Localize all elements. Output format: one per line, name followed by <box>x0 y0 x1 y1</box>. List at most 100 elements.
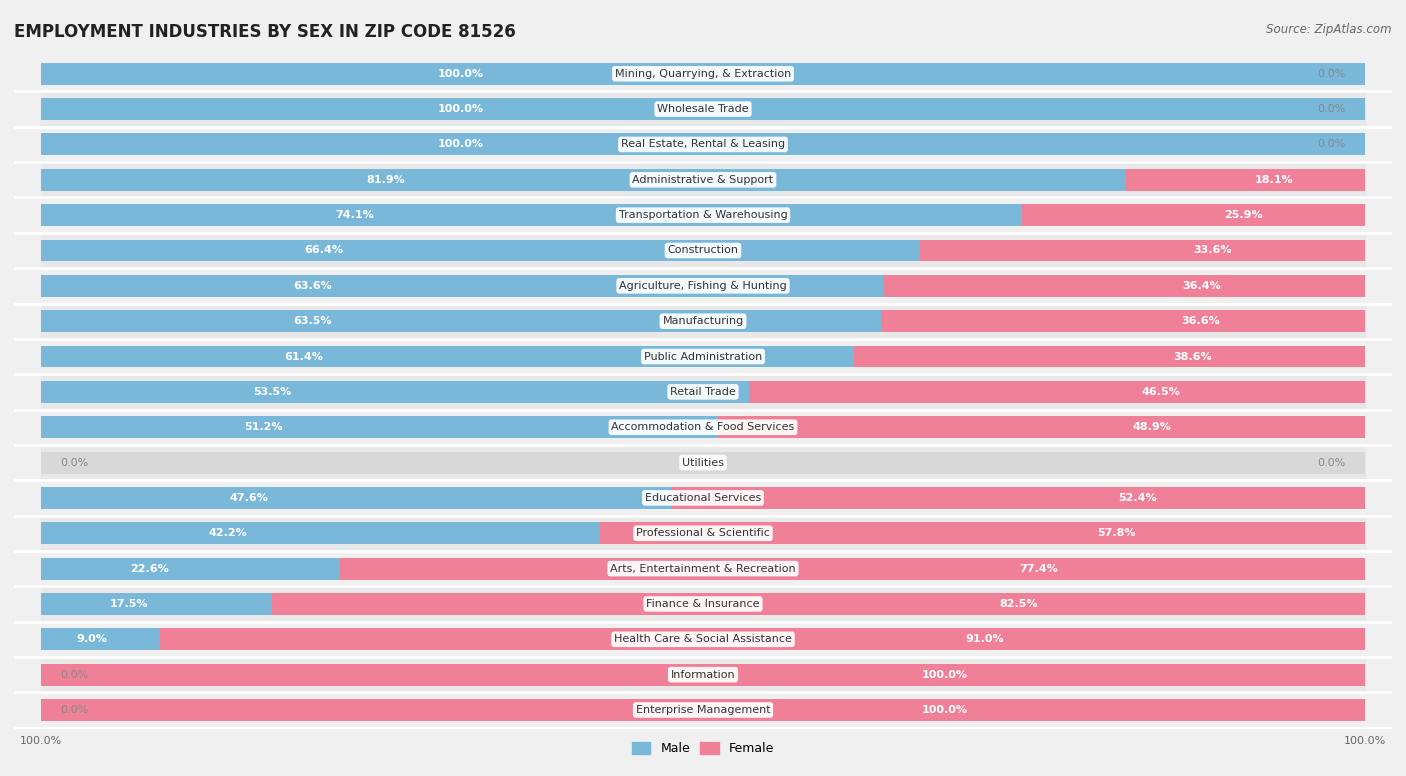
Text: 0.0%: 0.0% <box>1317 69 1346 78</box>
Bar <box>41 345 1365 368</box>
Bar <box>41 133 1365 155</box>
Bar <box>41 126 1365 162</box>
Text: Enterprise Management: Enterprise Management <box>636 705 770 715</box>
Bar <box>41 692 1365 728</box>
Bar <box>41 416 1365 438</box>
Bar <box>880 310 1365 332</box>
Bar <box>41 98 1365 120</box>
Bar <box>41 622 1365 657</box>
Bar <box>41 558 1365 580</box>
Bar <box>340 558 1365 580</box>
Text: 77.4%: 77.4% <box>1019 563 1057 573</box>
Bar <box>41 593 273 615</box>
Text: 81.9%: 81.9% <box>366 175 405 185</box>
Text: 100.0%: 100.0% <box>439 104 484 114</box>
Text: 36.4%: 36.4% <box>1182 281 1220 291</box>
Bar <box>41 410 1365 445</box>
Bar <box>41 381 749 403</box>
Bar <box>41 169 1126 191</box>
Bar <box>921 240 1365 262</box>
Text: 9.0%: 9.0% <box>76 634 107 644</box>
Text: 25.9%: 25.9% <box>1223 210 1263 220</box>
Bar <box>41 63 1365 85</box>
Text: Information: Information <box>671 670 735 680</box>
Text: Finance & Insurance: Finance & Insurance <box>647 599 759 609</box>
Bar <box>1022 204 1365 226</box>
Text: 38.6%: 38.6% <box>1174 352 1212 362</box>
Bar <box>41 657 1365 692</box>
Text: 63.6%: 63.6% <box>294 281 332 291</box>
Bar <box>41 381 1365 403</box>
Text: Construction: Construction <box>668 245 738 255</box>
Bar <box>41 268 1365 303</box>
Bar <box>41 515 1365 551</box>
Text: 48.9%: 48.9% <box>1132 422 1171 432</box>
Bar <box>41 699 1365 721</box>
Text: 33.6%: 33.6% <box>1194 245 1232 255</box>
Bar <box>41 275 883 296</box>
Bar <box>41 339 1365 374</box>
Text: 0.0%: 0.0% <box>60 670 89 680</box>
Bar <box>41 452 1365 473</box>
Bar <box>41 162 1365 197</box>
Bar <box>1126 169 1365 191</box>
Text: Health Care & Social Assistance: Health Care & Social Assistance <box>614 634 792 644</box>
Text: 46.5%: 46.5% <box>1142 387 1181 397</box>
Text: Educational Services: Educational Services <box>645 493 761 503</box>
Bar <box>41 204 1365 226</box>
Bar <box>717 416 1365 438</box>
Bar <box>853 345 1365 368</box>
Text: 0.0%: 0.0% <box>1317 104 1346 114</box>
Text: 0.0%: 0.0% <box>60 458 89 468</box>
Bar <box>41 169 1365 191</box>
Bar <box>41 487 1365 509</box>
Bar <box>41 558 340 580</box>
Bar <box>41 487 671 509</box>
Bar <box>41 663 1365 686</box>
Text: 100.0%: 100.0% <box>922 670 967 680</box>
Text: Accommodation & Food Services: Accommodation & Food Services <box>612 422 794 432</box>
Bar <box>41 204 1022 226</box>
Bar <box>41 699 1365 721</box>
Text: Wholesale Trade: Wholesale Trade <box>657 104 749 114</box>
Bar <box>41 240 1365 262</box>
Bar <box>41 63 1365 85</box>
Bar <box>41 416 718 438</box>
Bar <box>41 310 882 332</box>
Text: Source: ZipAtlas.com: Source: ZipAtlas.com <box>1267 23 1392 36</box>
Bar <box>41 522 600 544</box>
Bar <box>41 587 1365 622</box>
Text: Agriculture, Fishing & Hunting: Agriculture, Fishing & Hunting <box>619 281 787 291</box>
Bar <box>160 629 1365 650</box>
Bar <box>41 445 1365 480</box>
Bar <box>41 197 1365 233</box>
Bar <box>749 381 1365 403</box>
Bar <box>41 98 1365 120</box>
Text: Transportation & Warehousing: Transportation & Warehousing <box>619 210 787 220</box>
Text: EMPLOYMENT INDUSTRIES BY SEX IN ZIP CODE 81526: EMPLOYMENT INDUSTRIES BY SEX IN ZIP CODE… <box>14 23 516 41</box>
Text: 36.6%: 36.6% <box>1181 316 1220 326</box>
Text: Retail Trade: Retail Trade <box>671 387 735 397</box>
Text: 91.0%: 91.0% <box>965 634 1004 644</box>
Legend: Male, Female: Male, Female <box>627 737 779 760</box>
Bar <box>41 551 1365 587</box>
Bar <box>671 487 1365 509</box>
Text: Arts, Entertainment & Recreation: Arts, Entertainment & Recreation <box>610 563 796 573</box>
Text: 0.0%: 0.0% <box>1317 140 1346 150</box>
Bar <box>41 345 853 368</box>
Text: 22.6%: 22.6% <box>131 563 169 573</box>
Bar <box>41 310 1365 332</box>
Text: Professional & Scientific: Professional & Scientific <box>636 528 770 539</box>
Text: Public Administration: Public Administration <box>644 352 762 362</box>
Bar <box>41 275 1365 296</box>
Text: 100.0%: 100.0% <box>922 705 967 715</box>
Text: 82.5%: 82.5% <box>1000 599 1038 609</box>
Text: Manufacturing: Manufacturing <box>662 316 744 326</box>
Bar <box>41 56 1365 92</box>
Text: 0.0%: 0.0% <box>60 705 89 715</box>
Bar <box>883 275 1365 296</box>
Text: 47.6%: 47.6% <box>229 493 269 503</box>
Bar <box>41 480 1365 515</box>
Text: 100.0%: 100.0% <box>439 140 484 150</box>
Bar <box>41 629 160 650</box>
